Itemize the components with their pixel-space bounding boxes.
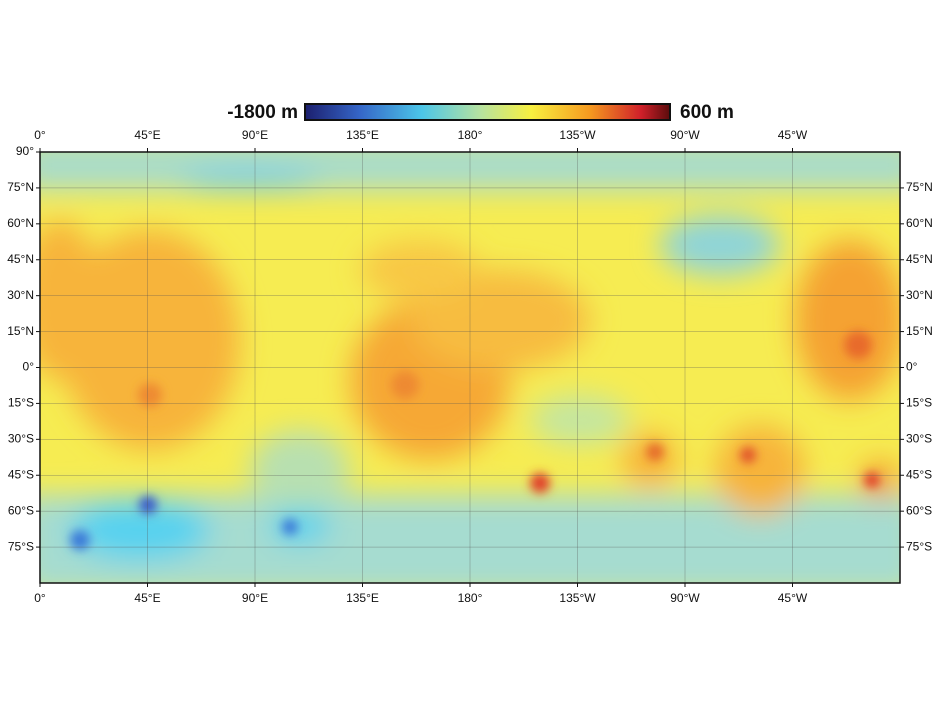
longitude-label-bottom: 90°E [242, 591, 268, 605]
latitude-label-left: 0° [23, 360, 35, 374]
latitude-label-left: 30°S [8, 432, 34, 446]
colorbar-max-label: 600 m [680, 102, 734, 123]
latitude-label-left: 60°S [8, 503, 34, 517]
longitude-label-top: 45°E [134, 128, 160, 142]
latitude-label-right: 15°S [906, 396, 932, 410]
latitude-label-left: 60°N [7, 216, 34, 230]
map-frame [39, 151, 901, 584]
longitude-label-bottom: 45°W [778, 591, 808, 605]
latitude-label-left: 90° [16, 144, 34, 158]
latitude-label-right: 30°N [906, 288, 933, 302]
latitude-label-left: 75°S [8, 539, 34, 553]
longitude-label-top: 135°E [346, 128, 379, 142]
longitude-label-top: 180° [458, 128, 483, 142]
latitude-label-right: 15°N [906, 324, 933, 338]
longitude-label-bottom: 90°W [670, 591, 700, 605]
latitude-label-left: 15°S [8, 396, 34, 410]
latitude-label-left: 45°N [7, 252, 34, 266]
longitude-label-top: 0° [34, 128, 46, 142]
latitude-label-right: 60°N [906, 216, 933, 230]
graticule [36, 148, 904, 587]
latitude-label-right: 60°S [906, 503, 932, 517]
latitude-label-right: 45°S [906, 467, 932, 481]
latitude-label-left: 15°N [7, 324, 34, 338]
longitude-label-top: 90°E [242, 128, 268, 142]
longitude-label-bottom: 45°E [134, 591, 160, 605]
latitude-label-right: 75°N [906, 180, 933, 194]
latitude-label-right: 75°S [906, 539, 932, 553]
latitude-label-left: 75°N [7, 180, 34, 194]
latitude-label-right: 30°S [906, 432, 932, 446]
colorbar [304, 103, 671, 121]
latitude-label-right: 0° [906, 360, 918, 374]
latitude-label-right: 45°N [906, 252, 933, 266]
latitude-label-left: 30°N [7, 288, 34, 302]
longitude-label-top: 90°W [670, 128, 700, 142]
longitude-label-bottom: 135°W [559, 591, 596, 605]
colorbar-min-label: -1800 m [227, 102, 298, 123]
longitude-label-top: 135°W [559, 128, 596, 142]
longitude-label-bottom: 135°E [346, 591, 379, 605]
longitude-label-bottom: 0° [34, 591, 46, 605]
latitude-label-left: 45°S [8, 467, 34, 481]
longitude-label-bottom: 180° [458, 591, 483, 605]
longitude-label-top: 45°W [778, 128, 808, 142]
